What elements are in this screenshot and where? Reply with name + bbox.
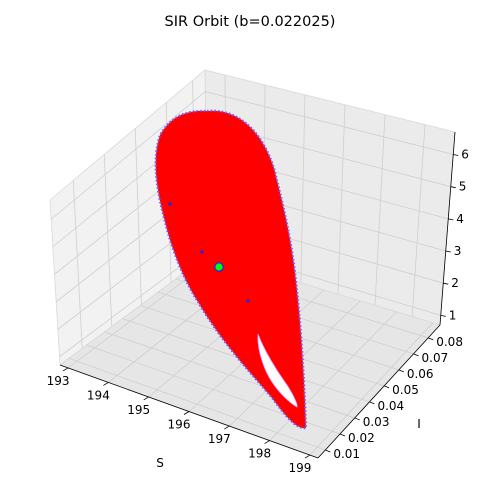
y-tick-mark	[325, 449, 331, 453]
x-tick-label: 193	[47, 374, 70, 388]
y-tick-mark	[383, 385, 390, 389]
x-tick-mark	[224, 425, 230, 430]
y-tick-label: 0.06	[407, 367, 434, 381]
chart-title: SIR Orbit (b=0.022025)	[165, 14, 336, 30]
left-pane-vgrid	[134, 128, 142, 305]
x-tick-mark	[304, 454, 311, 459]
y-tick-label: 0.04	[377, 399, 404, 413]
y-tick-mark	[339, 433, 346, 437]
z-tick-mark	[440, 314, 446, 317]
y-gridline	[68, 357, 326, 451]
x-tick-label: 197	[208, 432, 231, 446]
x-tick-label: 196	[168, 418, 191, 432]
orbit-inner-hole	[257, 333, 298, 408]
y-tick-label: 0.07	[422, 351, 449, 365]
x-tick-mark	[143, 396, 149, 401]
orbit-point	[168, 202, 172, 206]
x-gridline	[309, 322, 434, 456]
y-tick-label: 0.08	[436, 335, 463, 349]
back-pane-vgrid	[300, 94, 306, 284]
x-ticks: 193 194 195 196 197 198 199	[47, 367, 311, 475]
y-gridline	[104, 331, 355, 419]
y-tick-mark	[369, 401, 375, 405]
start-marker	[214, 262, 224, 272]
y-tick-mark	[428, 337, 434, 341]
y-tick-mark	[354, 417, 360, 421]
z-tick-mark	[448, 218, 454, 221]
x-tick-label: 195	[127, 403, 150, 417]
z-tick-mark	[450, 186, 456, 189]
z-tick-label: 6	[461, 148, 469, 162]
z-ticks: 1 2 3 4 5 6	[440, 148, 469, 322]
y-axis-line	[317, 324, 441, 459]
y-ticks: 0.01 0.02 0.03 0.04 0.05 0.06 0.07 0.08	[325, 335, 463, 461]
y-tick-label: 0.02	[348, 431, 375, 445]
z-tick-mark	[453, 154, 459, 156]
z-tick-label: 3	[454, 244, 462, 258]
left-pane-vgrid	[103, 154, 113, 327]
x-tick-mark	[183, 411, 190, 415]
z-tick-label: 1	[449, 308, 457, 322]
y-tick-label: 0.01	[333, 447, 360, 461]
z-tick-label: 4	[456, 212, 464, 226]
z-gridline	[205, 91, 454, 155]
z-gridline	[50, 91, 206, 220]
orbit-fill	[154, 109, 308, 430]
y-tick-mark	[413, 353, 419, 357]
z-tick-mark	[445, 250, 451, 253]
z-tick-label: 5	[459, 180, 467, 194]
x-tick-label: 198	[248, 447, 271, 461]
back-pane-vgrid	[374, 114, 386, 306]
y-tick-label: 0.03	[363, 415, 390, 429]
x-axis-label: S	[156, 456, 164, 470]
x-tick-mark	[103, 382, 109, 386]
z-tick-mark	[443, 282, 449, 285]
z-axis-line	[439, 131, 456, 326]
back-pane-vgrid	[411, 124, 426, 317]
x-tick-label: 194	[87, 388, 110, 402]
back-pane-vgrid	[337, 104, 346, 295]
orbit-point	[200, 250, 204, 254]
z-tick-label: 2	[451, 276, 459, 290]
x-tick-label: 199	[288, 461, 311, 475]
orbit-point	[246, 299, 250, 303]
y-tick-label: 0.05	[392, 383, 419, 397]
x-tick-mark	[62, 367, 69, 372]
y-tick-mark	[398, 369, 404, 373]
left-pane-vgrid	[72, 180, 83, 349]
x-tick-mark	[264, 440, 270, 444]
y-axis-label: I	[417, 417, 421, 431]
